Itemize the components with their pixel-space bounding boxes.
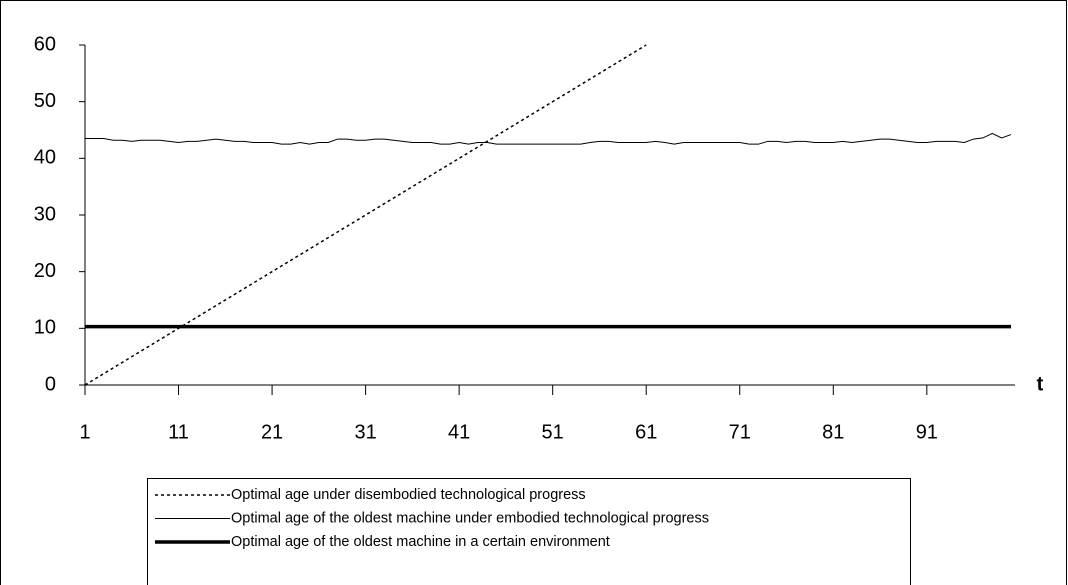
legend-label: Optimal age of the oldest machine in a c… [231,534,610,550]
y-tick-label: 30 [34,203,56,225]
series-line [85,132,1012,145]
x-tick-label: 1 [79,421,90,443]
y-tick-label: 20 [34,260,56,282]
x-tick-label: 61 [635,421,657,443]
y-tick-label: 0 [45,373,56,395]
x-tick-label: 51 [542,421,564,443]
x-tick-label: 41 [448,421,470,443]
x-tick-label: 11 [168,421,189,443]
y-tick-label: 10 [34,317,56,339]
legend-box [147,478,911,585]
x-axis-label: t [1037,373,1044,395]
legend-label: Optimal age under disembodied technologi… [231,487,586,503]
y-tick-label: 50 [34,90,56,112]
x-tick-label: 71 [729,421,751,443]
y-tick-label: 60 [34,33,56,55]
legend-label: Optimal age of the oldest machine under … [231,510,709,526]
x-tick-label: 21 [261,421,283,443]
x-tick-label: 91 [916,421,938,443]
y-tick-label: 40 [34,147,56,169]
x-tick-label: 31 [354,421,376,443]
x-tick-label: 81 [822,421,844,443]
